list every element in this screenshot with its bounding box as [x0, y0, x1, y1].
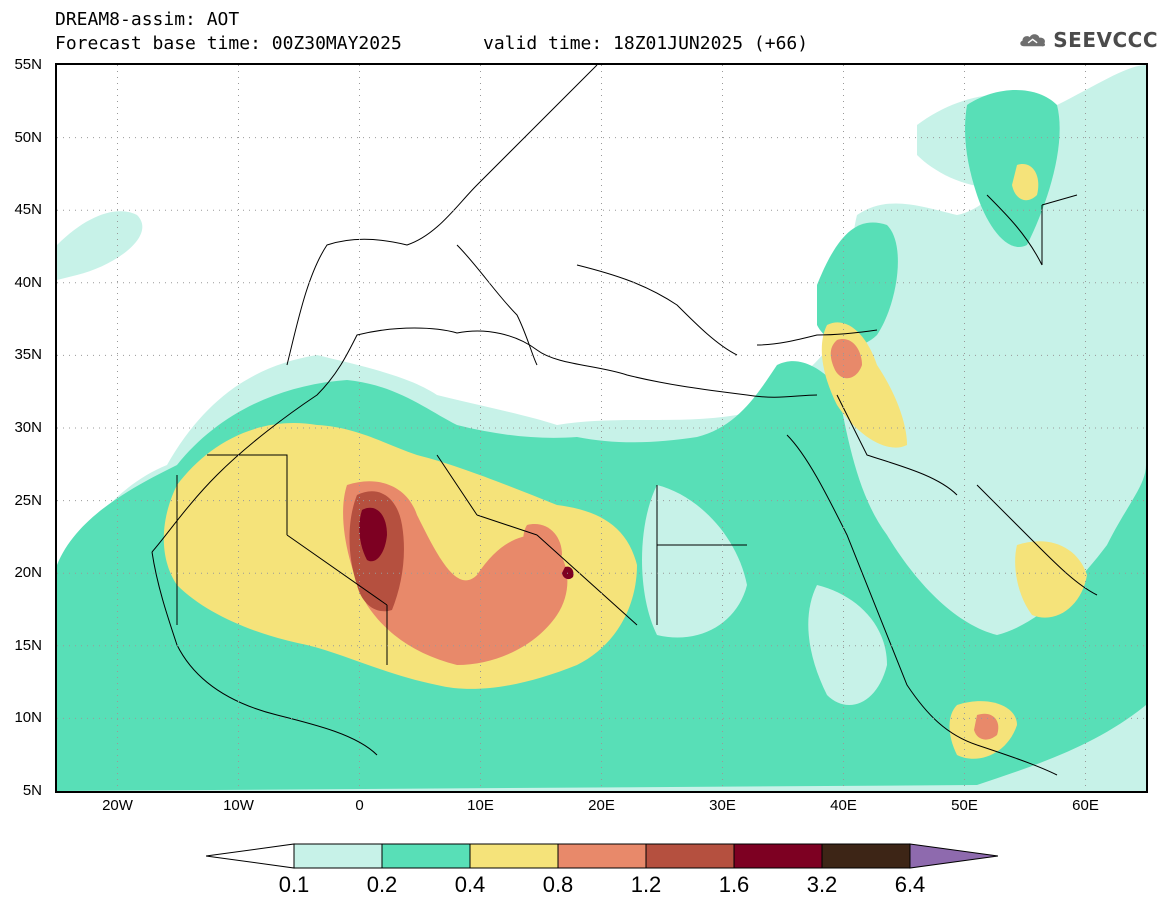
map-canvas: [57, 65, 1146, 791]
lon-tick-label: 20W: [102, 797, 133, 814]
aot-field-layer: [57, 65, 1146, 791]
colorbar-level-label: 1.6: [718, 872, 750, 897]
lon-tick-label: 20E: [588, 797, 615, 814]
valid-time-text: valid time: 18Z01JUN2025 (+66): [483, 33, 809, 54]
lat-tick-label: 50N: [14, 128, 42, 146]
lat-tick-label: 55N: [14, 56, 42, 73]
cloud-icon: [1020, 34, 1046, 47]
aot-map: [55, 63, 1148, 793]
colorbar-swatch: [381, 843, 471, 869]
grid-lines: [57, 65, 1146, 791]
colorbar-level-label: 0.2: [366, 872, 398, 897]
lat-tick-label: 15N: [14, 636, 42, 654]
colorbar-swatch: [293, 843, 383, 869]
colorbar-level-label: 0.8: [542, 872, 574, 897]
logo-text: SEEVCCC: [1053, 28, 1158, 52]
colorbar-level-label: 6.4: [894, 872, 926, 897]
lat-tick-label: 5N: [22, 782, 42, 799]
lon-tick-label: 10E: [467, 797, 494, 814]
lon-tick-label: 0: [355, 797, 364, 814]
seevccc-logo: SEEVCCC: [1018, 24, 1158, 56]
colorbar-level-label: 1.2: [630, 872, 662, 897]
lon-tick-label: 10W: [223, 797, 254, 814]
colorbar-under-triangle: [206, 843, 295, 869]
lon-tick-label: 60E: [1072, 797, 1099, 814]
colorbar-swatch: [821, 843, 911, 869]
title-text: DREAM8-assim: AOT: [55, 9, 240, 30]
lon-tick-label: 50E: [951, 797, 978, 814]
lat-tick-label: 25N: [14, 491, 42, 509]
lat-tick-label: 45N: [14, 201, 42, 219]
lat-tick-label: 40N: [14, 273, 42, 291]
aot-colorbar: [206, 843, 998, 869]
colorbar-swatch: [557, 843, 647, 869]
lat-tick-label: 10N: [14, 709, 42, 727]
colorbar-level-label: 3.2: [806, 872, 838, 897]
colorbar-swatch: [469, 843, 559, 869]
lon-tick-label: 30E: [709, 797, 736, 814]
colorbar-swatch: [733, 843, 823, 869]
colorbar-over-triangle: [909, 843, 998, 869]
lat-tick-label: 35N: [14, 346, 42, 364]
coastlines-borders: [151, 65, 1098, 776]
lat-tick-label: 30N: [14, 419, 42, 436]
colorbar-level-label: 0.1: [278, 872, 310, 897]
lat-tick-label: 20N: [14, 564, 42, 582]
colorbar-level-label: 0.4: [454, 872, 486, 897]
base-time-text: Forecast base time: 00Z30MAY2025: [55, 33, 402, 54]
colorbar-swatch: [645, 843, 735, 869]
lon-tick-label: 40E: [830, 797, 857, 814]
